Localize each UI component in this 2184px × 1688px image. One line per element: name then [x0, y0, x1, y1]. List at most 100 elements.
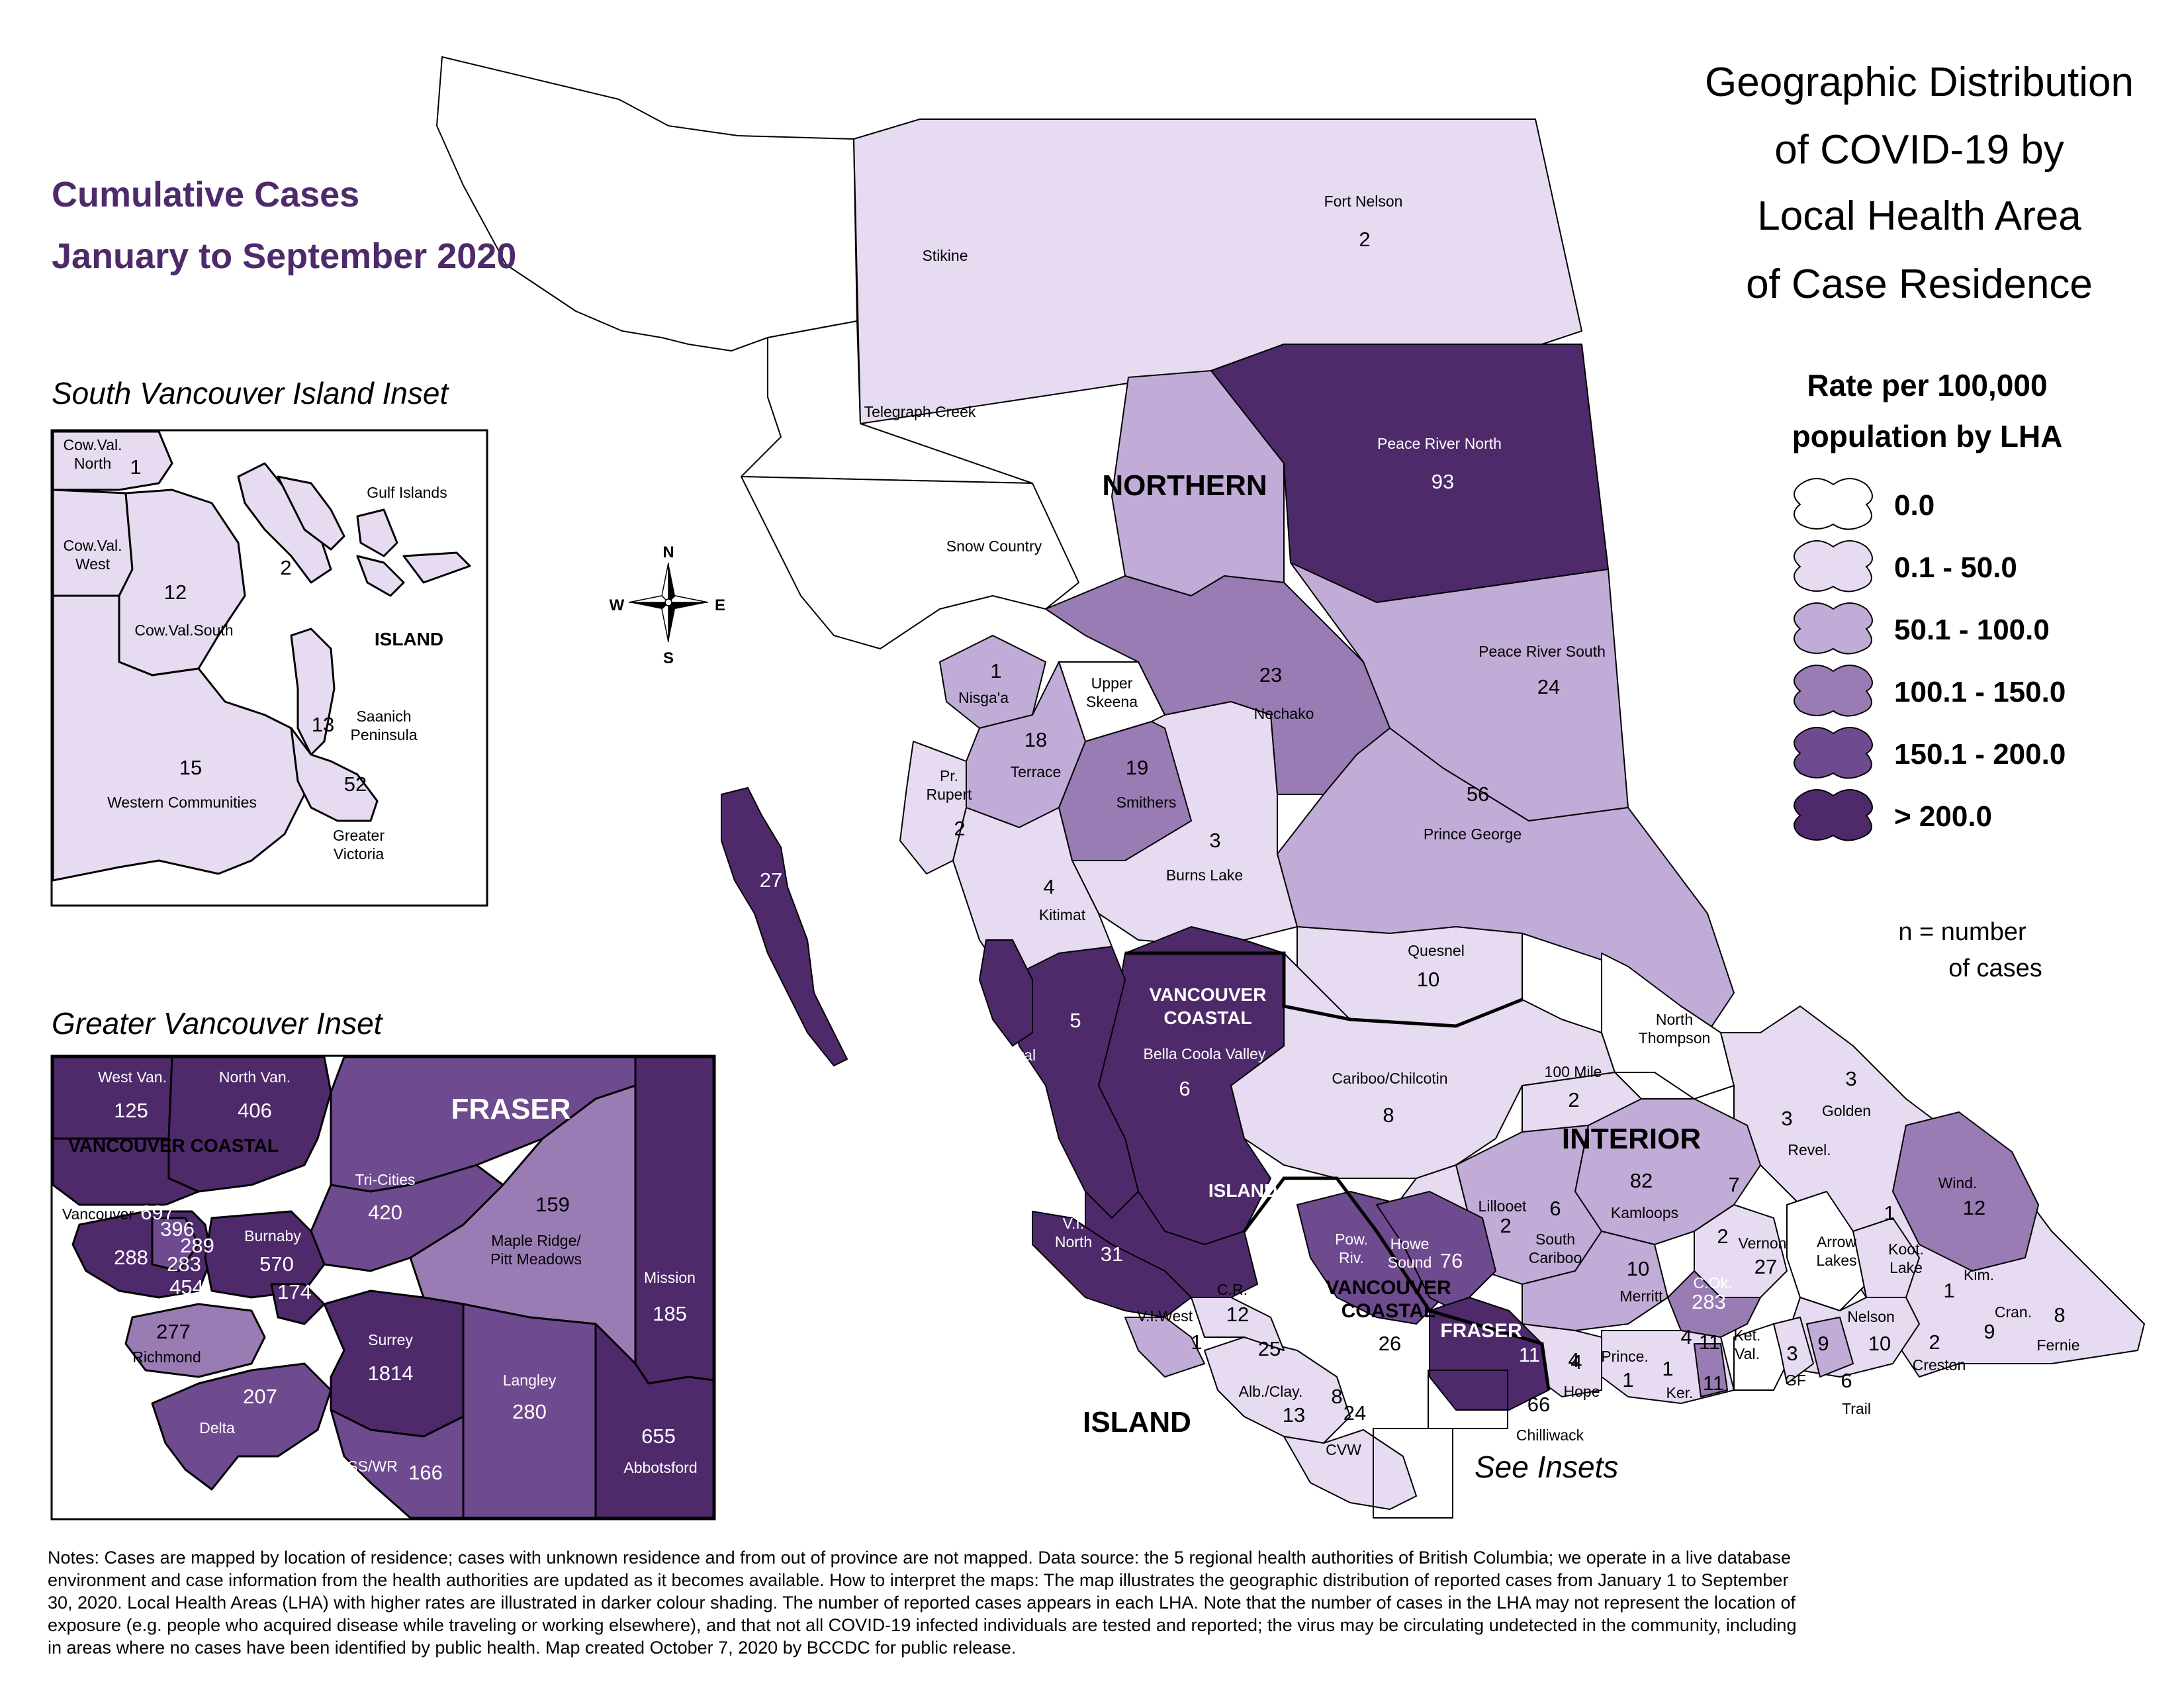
legend: Rate per 100,000 population by LHA 0.0 0.…: [1792, 368, 2066, 982]
lha-case-count: 26: [1379, 1332, 1401, 1355]
lha-name: Cran.: [1995, 1303, 2032, 1321]
gv-richmond: [124, 1303, 266, 1378]
lha-case-count: 159: [535, 1193, 570, 1216]
lha-name: Peninsula: [350, 726, 417, 743]
lha-peace-river-south: Peace River South 24: [1479, 643, 1606, 698]
legend-label: 100.1 - 150.0: [1894, 676, 2066, 708]
lha-name: Pr.: [940, 767, 958, 784]
lha-name: V.I.West: [1137, 1307, 1193, 1325]
lha-name: Cow.Val.South: [134, 622, 233, 639]
lha-pow-riv: Pow.Riv. 39: [1311, 1231, 1368, 1315]
gv-mission: Mission 185: [644, 1269, 696, 1325]
lha-ket-val: Ket.Val.: [1734, 1327, 1761, 1362]
lha-name: Nisga'a: [958, 689, 1009, 706]
lha-case-count: 11: [1703, 1372, 1724, 1395]
gv-fraser: FRASER: [451, 1093, 571, 1125]
lha-case-count: 6: [1549, 1197, 1561, 1220]
compass-rose: N S E W: [610, 543, 725, 667]
svi-cow-val-north: Cow.Val. North 1: [63, 436, 141, 479]
gv-maple-ridge-pitt-meadows: Maple Ridge/Pitt Meadows 159: [490, 1193, 582, 1268]
lha-chilliwack: Chilliwack 66: [1516, 1393, 1584, 1444]
lha-peace-river-north: Peace River North 93: [1377, 435, 1502, 493]
lha-case-count: 10: [1417, 968, 1439, 991]
lha-name: Surrey: [368, 1331, 413, 1348]
region-vi-west: [1124, 1317, 1205, 1378]
lha-name: Golden: [1822, 1102, 1871, 1119]
lha-case-count: 8: [2054, 1303, 2065, 1327]
ha-vc-line1: VANCOUVER: [1150, 984, 1267, 1005]
lha-case-count: 420: [368, 1201, 402, 1224]
lha-name: North Van.: [219, 1068, 291, 1086]
lha-case-count: 283: [1692, 1290, 1726, 1313]
lha-name: Merritt: [1619, 1288, 1663, 1305]
lha-koot-lake: Koot.Lake 1: [1884, 1201, 1923, 1276]
region-howe-sound: [1376, 1191, 1496, 1311]
inset-title-gv: Greater Vancouver Inset: [52, 1006, 384, 1041]
lha-name: Burns Lake: [1166, 867, 1243, 884]
lha-name: North: [74, 455, 111, 472]
compass-s: S: [663, 649, 674, 667]
lha-name: Tri-Cities: [355, 1171, 415, 1188]
lha-merritt: Merritt 10: [1619, 1257, 1663, 1305]
region-pr-rupert: [899, 741, 967, 874]
lha-name: Western Communities: [107, 794, 257, 811]
lha-case-count: 280: [512, 1400, 547, 1423]
lha-name: Lake: [1889, 1259, 1923, 1276]
region-gf: [1773, 1317, 1814, 1384]
lha-smithers: Smithers 19: [1116, 756, 1177, 811]
lha-case-count: 11: [1699, 1331, 1720, 1354]
note-line-3: 30, 2020. Local Health Areas (LHA) with …: [48, 1593, 1796, 1613]
note-line-1: Notes: Cases are mapped by location of r…: [48, 1548, 1791, 1568]
lha-case-count: 406: [238, 1099, 272, 1122]
lha-name: Howe: [1390, 1235, 1430, 1252]
gv-abbotsford: Abbotsford 655: [623, 1425, 697, 1476]
lha-case-count: 13: [312, 713, 334, 736]
ha-northern: NORTHERN: [1102, 469, 1267, 502]
n-note-1: n = number: [1898, 918, 2026, 946]
lha-name: Pitt Meadows: [490, 1250, 582, 1268]
lha-case-count: 6: [1841, 1369, 1852, 1392]
lha-name: Delta: [199, 1419, 235, 1436]
lha-case-count: 2: [1568, 1088, 1579, 1111]
region-haida-gwaii: [721, 787, 848, 1066]
legend-title-1: Rate per 100,000: [1807, 368, 2047, 402]
lha-name: CVW: [1326, 1441, 1361, 1458]
lha-fernie: Fernie 8: [2036, 1303, 2079, 1354]
lha-name: Fort Nelson: [1324, 193, 1403, 210]
lha-name: Terrace: [1011, 763, 1062, 780]
lha-case-count: 3: [1781, 1107, 1792, 1130]
see-insets: See Insets: [1475, 1450, 1618, 1484]
ha-interior: INTERIOR: [1562, 1123, 1701, 1155]
lha-case-count: 7: [1728, 1173, 1739, 1196]
lha-name: Stikine: [922, 247, 968, 264]
lha-vernon: Vernon 27: [1739, 1235, 1787, 1278]
lha-stikine: Stikine: [922, 247, 968, 264]
lha-case-count: 10: [1868, 1332, 1891, 1355]
region-snow-country: [741, 476, 1079, 649]
lha-cran: Cran.9: [1983, 1303, 2032, 1343]
lha-case-count: 570: [259, 1252, 294, 1276]
lha-name: Burnaby: [244, 1227, 301, 1244]
lha-case-count: 4: [1570, 1350, 1582, 1374]
lha-case-count: 12: [1226, 1303, 1249, 1326]
gv-new-west: [270, 1283, 326, 1325]
lha-name: West: [75, 555, 111, 573]
region-wind: [1892, 1111, 2039, 1272]
lha-name: Greater: [333, 827, 385, 844]
lha-c-r: C.R. 12: [1217, 1281, 1249, 1326]
n-note-2: of cases: [1948, 955, 2042, 982]
lha-trail: Trail 6: [1841, 1369, 1871, 1417]
lha-v-i-west: V.I.West 1: [1137, 1307, 1203, 1354]
region-penticton: [1694, 1343, 1728, 1397]
lha-terrace: Terrace 18: [1011, 728, 1062, 780]
lha-name: Langley: [503, 1372, 557, 1389]
region-koot-lake: [1852, 1217, 1920, 1298]
note-line-4: exposure (e.g. people who acquired disea…: [48, 1615, 1796, 1635]
lha-alb-clay: Alb./Clay. 13: [1239, 1383, 1306, 1427]
gv-tri-cities: Tri-Cities 420: [355, 1171, 415, 1224]
lha-name: Smithers: [1116, 794, 1177, 811]
lha-case-count: 2: [1359, 228, 1370, 251]
